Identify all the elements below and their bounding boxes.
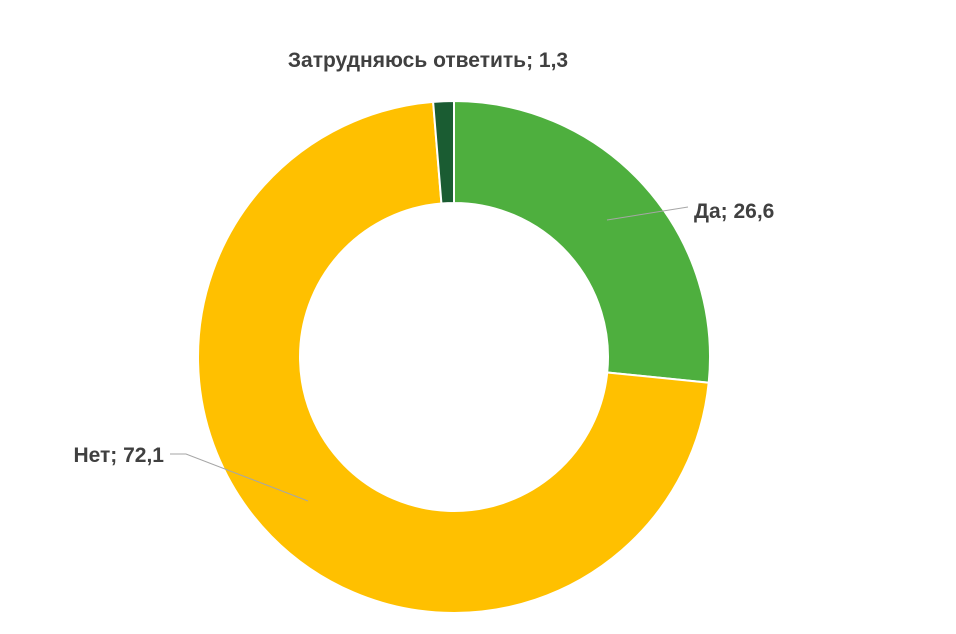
slices-layer	[197, 99, 711, 614]
labels-layer: Да; 26,6 Нет; 72,1 Затрудняюсь ответить;…	[73, 49, 774, 467]
leaders-layer	[170, 206, 689, 502]
slice-zatrudnyayus	[432, 99, 455, 205]
slice-net	[197, 100, 710, 614]
leader-line-da	[606, 206, 689, 221]
data-label-zatrudnyayus: Затрудняюсь ответить; 1,3	[288, 49, 568, 72]
slice-da	[453, 99, 711, 384]
data-label-net: Нет; 72,1	[73, 444, 164, 467]
leader-line-net	[170, 453, 309, 502]
data-label-da: Да; 26,6	[694, 200, 774, 223]
